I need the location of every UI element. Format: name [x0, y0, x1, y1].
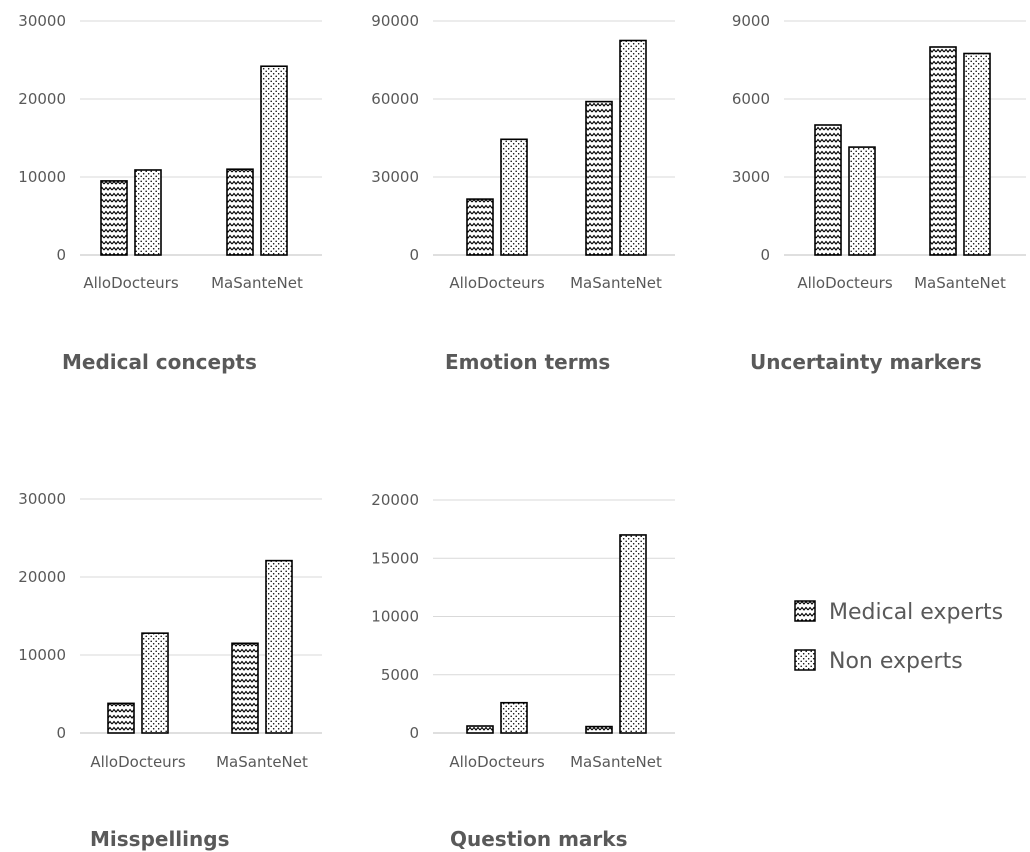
legend-swatch-dots [794, 649, 816, 671]
bar-non-experts-masantenet [963, 52, 991, 256]
chart-medical-concepts: 0 10000 20000 30000 AlloDocteurs MaSanteNet Me… [18, 12, 322, 374]
bar-medical-experts-allodocteurs [466, 725, 494, 734]
bar-non-experts-allodocteurs [500, 701, 528, 734]
bar-non-experts-masantenet [619, 534, 647, 734]
y-tick-label: 9000 [732, 12, 770, 30]
y-tick-label: 20000 [371, 491, 419, 509]
y-tick-label: 20000 [18, 90, 66, 108]
y-tick-label: 30000 [18, 12, 66, 30]
y-tick-label: 30000 [18, 490, 66, 508]
x-category-label: AlloDocteurs [449, 753, 545, 771]
y-tick-label: 90000 [371, 12, 419, 30]
bar-non-experts-allodocteurs [141, 632, 169, 734]
y-tick-label: 10000 [18, 168, 66, 186]
bar-medical-experts-masantenet [226, 168, 254, 256]
y-tick-label: 30000 [371, 168, 419, 186]
bar-medical-experts-masantenet [231, 642, 259, 734]
bar-medical-experts-masantenet [585, 100, 613, 256]
x-category-label: AlloDocteurs [83, 274, 179, 292]
chart-question-marks: 0 5000 10000 15000 20000 AlloDocteurs MaSanteN… [371, 491, 675, 851]
bar-medical-experts-allodocteurs [107, 702, 135, 734]
x-category-label: MaSanteNet [914, 274, 1006, 292]
bar-medical-experts-allodocteurs [100, 180, 128, 256]
chart-title: Uncertainty markers [750, 350, 982, 374]
bar-non-experts-allodocteurs [134, 169, 162, 256]
chart-uncertainty-markers: 0 3000 6000 9000 AlloDocteurs MaSanteNet Uncer… [732, 12, 1026, 374]
x-category-label: AlloDocteurs [449, 274, 545, 292]
y-tick-label: 60000 [371, 90, 419, 108]
chart-emotion-terms: 0 30000 60000 90000 AlloDocteurs MaSanteNet Em… [371, 12, 675, 374]
legend-label: Medical experts [829, 600, 1003, 625]
legend-label: Non experts [829, 649, 963, 674]
legend-item-medical-experts: Medical experts [794, 600, 1003, 625]
chart-title: Medical concepts [62, 350, 257, 374]
bar-medical-experts-allodocteurs [814, 124, 842, 256]
chart-title: Question marks [450, 827, 627, 851]
y-tick-label: 10000 [371, 608, 419, 626]
y-tick-label: 10000 [18, 646, 66, 664]
legend-swatch-zigzag [794, 600, 816, 622]
x-category-label: MaSanteNet [570, 274, 662, 292]
x-category-label: AlloDocteurs [797, 274, 893, 292]
x-category-label: MaSanteNet [216, 753, 308, 771]
legend-item-non-experts: Non experts [794, 649, 963, 674]
y-tick-label: 15000 [371, 549, 419, 567]
y-tick-label: 5000 [381, 666, 419, 684]
bar-non-experts-masantenet [619, 39, 647, 256]
chart-title: Misspellings [90, 827, 229, 851]
y-tick-label: 0 [56, 246, 66, 264]
y-tick-label: 0 [56, 724, 66, 742]
y-tick-label: 0 [409, 724, 419, 742]
x-category-label: MaSanteNet [211, 274, 303, 292]
bar-non-experts-allodocteurs [500, 138, 528, 256]
bar-non-experts-allodocteurs [848, 146, 876, 256]
bar-non-experts-masantenet [260, 65, 288, 256]
chart-title: Emotion terms [445, 350, 610, 374]
bar-medical-experts-masantenet [929, 46, 957, 256]
x-category-label: AlloDocteurs [90, 753, 186, 771]
bar-medical-experts-allodocteurs [466, 198, 494, 256]
y-tick-label: 20000 [18, 568, 66, 586]
legend: Medical experts Non experts [794, 600, 1003, 674]
x-category-label: MaSanteNet [570, 753, 662, 771]
y-tick-label: 0 [409, 246, 419, 264]
chart-misspellings: 0 10000 20000 30000 AlloDocteurs MaSanteNet Mi… [18, 490, 322, 851]
bar-medical-experts-masantenet [585, 725, 613, 734]
y-tick-label: 3000 [732, 168, 770, 186]
bar-non-experts-masantenet [265, 559, 293, 734]
y-tick-label: 0 [760, 246, 770, 264]
y-tick-label: 6000 [732, 90, 770, 108]
